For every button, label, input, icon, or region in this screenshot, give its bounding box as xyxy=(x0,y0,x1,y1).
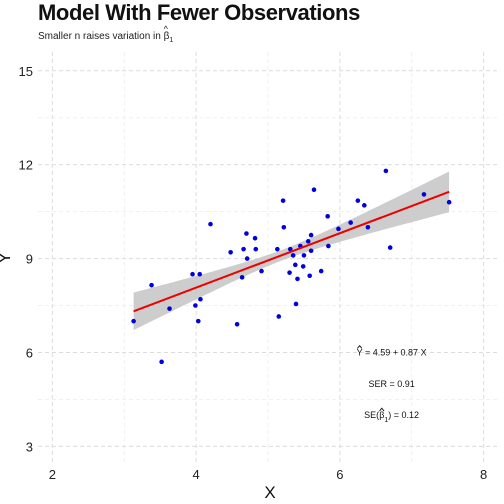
data-point xyxy=(348,220,353,225)
x-tick-label: 8 xyxy=(480,467,487,482)
data-point xyxy=(167,306,172,311)
data-point xyxy=(276,314,282,319)
data-point xyxy=(387,245,393,250)
y-tick-label: 9 xyxy=(26,252,33,267)
chart-subtitle: Smaller n raises variation in β1 xyxy=(38,24,174,44)
data-point xyxy=(311,187,317,193)
data-point xyxy=(228,250,233,255)
y-tick-label: 6 xyxy=(26,345,33,360)
data-point xyxy=(290,253,296,258)
beta-hat-mark xyxy=(379,407,385,412)
data-point xyxy=(193,303,198,308)
data-point xyxy=(208,221,213,227)
data-point xyxy=(280,198,286,203)
data-point xyxy=(259,268,264,274)
regression-line xyxy=(133,190,450,313)
data-point xyxy=(287,270,292,275)
data-point xyxy=(326,243,331,249)
data-point xyxy=(355,198,361,203)
data-point xyxy=(197,271,203,277)
data-point xyxy=(383,168,389,174)
x-axis-title: X xyxy=(264,483,275,502)
x-tick-label: 2 xyxy=(49,467,56,482)
major-gridlines xyxy=(38,52,498,462)
data-point xyxy=(195,318,201,324)
data-point xyxy=(244,256,250,261)
x-axis-ticks: 2 4 6 8 xyxy=(49,467,487,482)
subtitle-beta-subscript: 1 xyxy=(169,37,174,44)
x-tick-label: 6 xyxy=(336,467,343,482)
data-point xyxy=(131,318,136,324)
se-beta-hat: β xyxy=(379,410,384,420)
data-point xyxy=(305,239,311,244)
x-tick-label: 4 xyxy=(193,467,200,482)
chart-title: Model With Fewer Observations xyxy=(38,0,360,25)
data-point xyxy=(293,301,299,307)
data-point xyxy=(287,246,293,252)
se-annotation: SE(β1) = 0.12 xyxy=(364,410,419,424)
data-point xyxy=(301,253,307,258)
data-point xyxy=(308,232,314,238)
y-tick-label: 15 xyxy=(19,64,33,79)
data-points xyxy=(131,168,452,365)
data-point xyxy=(275,246,280,252)
regression-line-path xyxy=(133,190,450,313)
data-point xyxy=(446,199,452,205)
data-point xyxy=(295,276,300,282)
data-point xyxy=(253,246,259,252)
data-point xyxy=(281,224,287,230)
data-point xyxy=(293,262,298,268)
equation-y-hat: Y xyxy=(357,347,363,357)
y-tick-label: 3 xyxy=(26,439,33,454)
data-point xyxy=(365,224,371,230)
data-point xyxy=(308,248,314,254)
y-hat-mark xyxy=(357,344,363,349)
equation-rest: = 4.59 + 0.87 X xyxy=(363,347,427,357)
data-point xyxy=(336,226,341,232)
data-point xyxy=(149,282,154,288)
subtitle-beta-symbol: β xyxy=(164,24,170,42)
y-axis-title: Y xyxy=(0,252,14,263)
se-suffix: ) = 0.12 xyxy=(388,410,419,420)
data-point xyxy=(159,359,164,365)
equation-annotation: Y = 4.59 + 0.87 X xyxy=(357,347,427,357)
y-axis-ticks: 3 6 9 12 15 xyxy=(19,64,33,455)
data-point xyxy=(198,296,203,302)
data-point xyxy=(325,214,330,219)
data-point xyxy=(190,271,195,277)
y-tick-label: 12 xyxy=(19,158,33,173)
regression-annotations: Y = 4.59 + 0.87 X SER = 0.91 SE(β1) = 0.… xyxy=(357,344,427,424)
ser-annotation: SER = 0.91 xyxy=(368,379,414,389)
subtitle-text: Smaller n raises variation in xyxy=(38,31,164,42)
data-point xyxy=(307,273,312,279)
data-point xyxy=(239,275,245,280)
se-beta-subscript: 1 xyxy=(384,417,388,424)
data-point xyxy=(318,268,324,274)
data-point xyxy=(244,231,249,236)
data-point xyxy=(234,321,240,327)
se-prefix: SE( xyxy=(364,410,379,420)
data-point xyxy=(300,264,306,269)
data-point xyxy=(362,203,367,208)
hat-marks xyxy=(357,344,385,412)
data-point xyxy=(252,235,258,241)
data-point xyxy=(421,192,427,197)
data-point xyxy=(241,246,246,252)
